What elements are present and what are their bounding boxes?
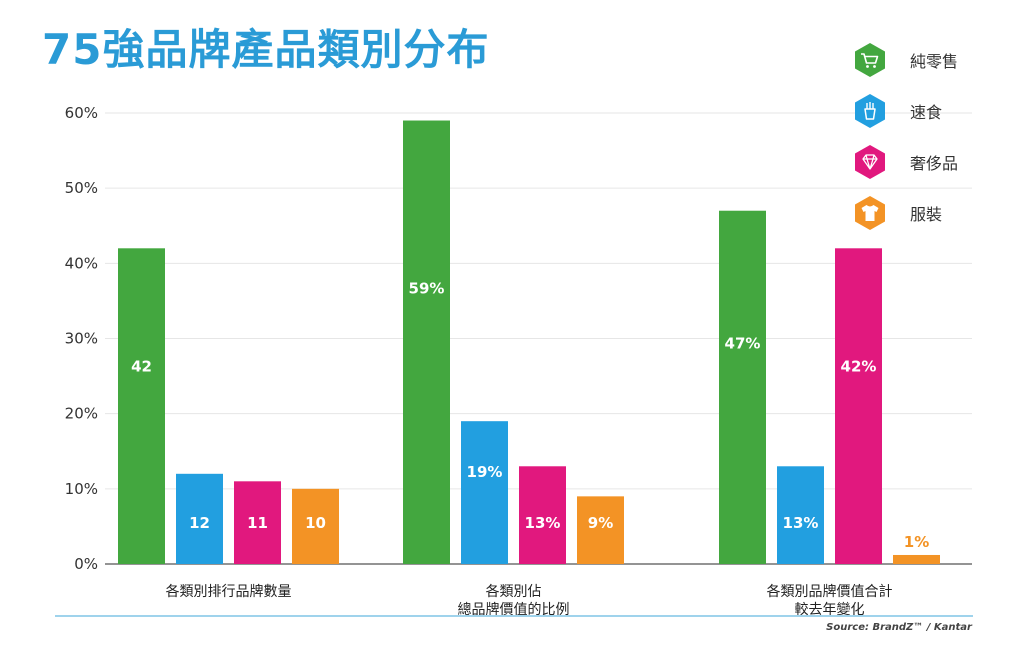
y-tick-label: 30%	[65, 330, 98, 348]
bar	[461, 421, 508, 564]
diamond-icon	[855, 144, 885, 179]
data-label: 59%	[409, 279, 445, 297]
bar	[292, 488, 339, 564]
footer-divider	[55, 615, 973, 617]
legend: 純零售 速食 奢侈品 服裝	[852, 34, 1002, 238]
y-tick-label: 60%	[65, 104, 98, 122]
data-label: 13%	[783, 514, 819, 532]
bar	[234, 481, 281, 564]
data-label: 42%	[841, 357, 877, 375]
data-label: 19%	[467, 463, 503, 481]
data-label: 12	[189, 514, 210, 532]
category-label: 較去年變化	[795, 602, 865, 618]
bar	[777, 466, 824, 564]
tshirt-icon	[855, 195, 885, 230]
y-tick-label: 40%	[65, 254, 98, 272]
shopping-cart-icon	[855, 42, 885, 77]
chart-title: 75強品牌產品類別分布	[42, 25, 490, 74]
y-tick-label: 50%	[65, 179, 98, 197]
data-label: 47%	[725, 334, 761, 352]
fries-icon	[855, 93, 885, 128]
bar	[893, 554, 940, 564]
category-label: 各類別排行品牌數量	[166, 583, 292, 600]
legend-item-apparel[interactable]: 服裝	[852, 187, 1002, 238]
data-label: 13%	[525, 514, 561, 532]
bar	[176, 473, 223, 564]
y-tick-label: 0%	[74, 555, 98, 573]
source-note: Source: BrandZ™ / Kantar	[826, 622, 972, 633]
data-label: 1%	[904, 533, 929, 551]
bar	[118, 248, 165, 565]
bar	[577, 496, 624, 564]
legend-item-luxury[interactable]: 奢侈品	[852, 136, 1002, 187]
y-tick-label: 10%	[65, 480, 98, 498]
bar	[835, 248, 882, 565]
legend-label: 奢侈品	[910, 153, 959, 173]
y-tick-label: 20%	[65, 405, 98, 423]
bar	[519, 466, 566, 564]
category-label: 各類別品牌價值合計	[767, 583, 893, 600]
bar	[403, 120, 450, 565]
bar	[719, 210, 766, 564]
legend-item-pure-retail[interactable]: 純零售	[852, 34, 1002, 85]
legend-label: 速食	[910, 102, 943, 122]
category-label: 各類別佔	[486, 584, 542, 600]
data-label: 42	[131, 357, 152, 375]
data-label: 9%	[588, 514, 613, 532]
data-label: 10	[305, 514, 326, 532]
legend-label: 純零售	[910, 51, 959, 71]
data-label: 11	[247, 514, 268, 532]
category-label: 總品牌價值的比例	[458, 601, 570, 618]
legend-label: 服裝	[910, 204, 943, 224]
legend-item-fast-food[interactable]: 速食	[852, 85, 1002, 136]
